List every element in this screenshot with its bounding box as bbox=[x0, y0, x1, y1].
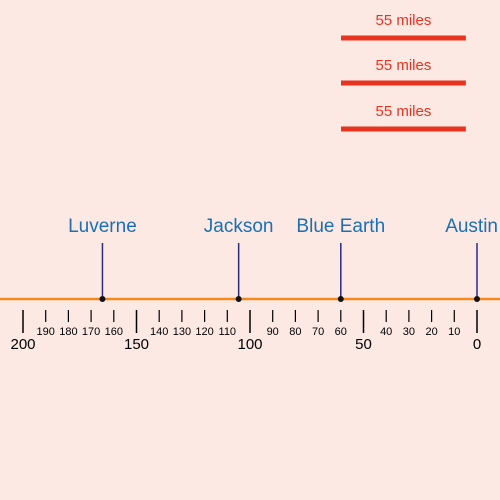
minor-tick-label: 170 bbox=[82, 326, 100, 338]
minor-tick-label: 10 bbox=[448, 326, 460, 338]
minor-tick-label: 190 bbox=[37, 326, 55, 338]
major-tick-label: 50 bbox=[355, 336, 372, 353]
scale-bar-label: 55 miles bbox=[375, 103, 431, 120]
city-dot bbox=[474, 296, 480, 302]
major-tick-label: 200 bbox=[10, 336, 35, 353]
scale-bar-label: 55 miles bbox=[375, 57, 431, 74]
minor-tick-label: 70 bbox=[312, 326, 324, 338]
minor-tick-label: 160 bbox=[105, 326, 123, 338]
minor-tick-label: 40 bbox=[380, 326, 392, 338]
minor-tick-label: 60 bbox=[335, 326, 347, 338]
minor-tick-label: 90 bbox=[267, 326, 279, 338]
major-tick-label: 0 bbox=[473, 336, 481, 353]
minor-tick-label: 80 bbox=[289, 326, 301, 338]
major-tick-label: 150 bbox=[124, 336, 149, 353]
city-dot bbox=[235, 296, 242, 302]
minor-tick-label: 180 bbox=[59, 326, 77, 338]
minor-tick-label: 130 bbox=[173, 326, 191, 338]
minor-tick-label: 30 bbox=[403, 326, 415, 338]
city-label: Luverne bbox=[68, 216, 137, 237]
city-label: Jackson bbox=[204, 216, 274, 237]
city-label: Blue Earth bbox=[296, 216, 385, 237]
minor-tick-label: 20 bbox=[425, 326, 437, 338]
city-dot bbox=[337, 296, 344, 302]
minor-tick-label: 120 bbox=[195, 326, 213, 338]
scale-bar-label: 55 miles bbox=[375, 12, 431, 29]
major-tick-label: 100 bbox=[237, 336, 262, 353]
city-dot bbox=[99, 296, 106, 302]
minor-tick-label: 140 bbox=[150, 326, 168, 338]
city-label: Austin bbox=[445, 216, 498, 237]
minor-tick-label: 110 bbox=[219, 326, 237, 338]
